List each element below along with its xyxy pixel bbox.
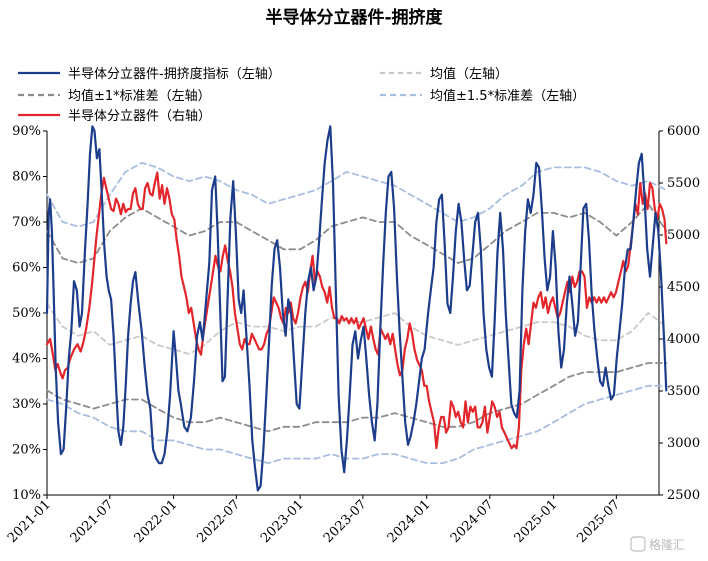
- x-tick-label: 2024-07: [448, 497, 497, 546]
- legend-label: 均值（左轴）: [430, 66, 508, 82]
- y-right-tick-label: 4000: [667, 332, 700, 347]
- y-left-tick-label: 70%: [12, 215, 41, 230]
- y-right-tick-label: 5500: [667, 176, 700, 191]
- y-right-tick-label: 2500: [667, 488, 700, 503]
- y-right-tick-label: 3500: [667, 384, 700, 399]
- x-tick-label: 2021-01: [5, 497, 54, 546]
- y-right-tick-label: 5000: [667, 228, 700, 243]
- series-line-red: [45, 171, 668, 450]
- x-tick-label: 2024-01: [385, 497, 434, 546]
- y-left-tick-label: 60%: [12, 261, 41, 276]
- series-group: [45, 125, 668, 492]
- watermark-logo-icon: [630, 536, 646, 552]
- series-line-m1: [46, 362, 668, 433]
- series-line-m15: [46, 384, 668, 465]
- legend-label: 半导体分立器件-拥挤度指标（左轴）: [68, 66, 281, 82]
- legend-label: 均值±1*标准差（左轴）: [68, 88, 211, 104]
- x-tick-label: 2023-01: [258, 497, 307, 546]
- y-left-tick-label: 10%: [12, 488, 41, 503]
- legend: 半导体分立器件-拥挤度指标（左轴） 均值（左轴） 均值±1*标准差（左轴） 均值±1.…: [18, 66, 585, 124]
- x-tick-label: 2021-07: [68, 497, 117, 546]
- watermark-text: 格隆汇: [649, 537, 685, 552]
- legend-label: 均值±1.5*标准差（左轴）: [430, 88, 585, 104]
- chart-title: 半导体分立器件-拥挤度: [265, 7, 443, 28]
- series-line-crowd: [45, 125, 668, 492]
- x-tick-label: 2025-07: [574, 497, 623, 546]
- series-line-p1: [46, 202, 668, 264]
- y-right-tick-label: 3000: [667, 436, 700, 451]
- y-left-tick-label: 50%: [12, 306, 41, 321]
- series-line-p15: [46, 161, 668, 228]
- x-tick-label: 2022-01: [132, 497, 181, 546]
- y-left-tick-label: 20%: [12, 443, 41, 458]
- series-line-mean: [46, 302, 668, 355]
- y-left-tick-label: 80%: [12, 170, 41, 185]
- watermark: 格隆汇: [630, 536, 685, 552]
- y-right-tick-label: 4500: [667, 280, 700, 295]
- y-left-tick-label: 90%: [12, 124, 41, 139]
- x-tick-label: 2023-07: [321, 497, 370, 546]
- x-tick-label: 2022-07: [194, 497, 243, 546]
- y-left-tick-label: 30%: [12, 397, 41, 412]
- legend-label: 半导体分立器件（右轴）: [68, 109, 211, 124]
- x-tick-label: 2025-01: [512, 497, 561, 546]
- y-left-tick-label: 40%: [12, 352, 41, 367]
- y-right-tick-label: 6000: [667, 124, 700, 139]
